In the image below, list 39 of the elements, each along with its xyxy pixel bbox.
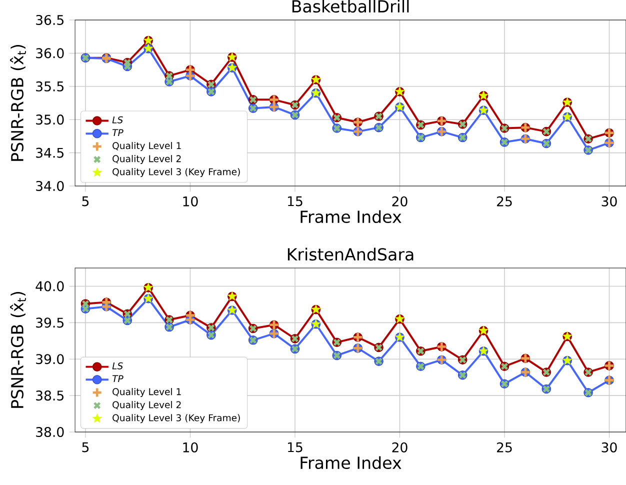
y-tick-label: 36.0 <box>36 48 64 58</box>
legend-label: LS <box>112 362 123 370</box>
y-tick-label: 35.5 <box>36 81 64 92</box>
x-tick-label: 10 <box>183 442 198 452</box>
x-tick-label: 5 <box>82 442 89 452</box>
y-tick-label: 39.5 <box>36 318 64 328</box>
legend-label: Quality Level 1 <box>112 388 181 397</box>
x-tick-label: 30 <box>602 196 617 206</box>
legend-label: LS <box>112 116 123 124</box>
y-tick-label: 38.0 <box>36 426 64 438</box>
x-tick-label: 25 <box>497 196 512 206</box>
y-tick-label: 34.5 <box>36 148 64 158</box>
y-axis-title: PSNR-RGB (x̂$_{t}$) <box>10 292 26 408</box>
chart-title: BasketballDrill <box>292 0 409 13</box>
legend-label: TP <box>112 375 124 382</box>
x-tick-label: 20 <box>392 196 408 206</box>
legend-label: Quality Level 2 <box>112 401 181 410</box>
x-tick-label: 30 <box>602 442 617 452</box>
x-axis-title: Frame Index <box>300 210 402 224</box>
y-tick-label: 35.0 <box>36 114 64 125</box>
y-tick-label: 34.0 <box>36 180 64 192</box>
x-tick-label: 20 <box>392 442 408 452</box>
y-axis-title: PSNR-RGB (x̂$_{t}$) <box>10 44 26 161</box>
x-tick-label: 15 <box>288 196 302 206</box>
x-axis-title: Frame Index <box>300 456 402 470</box>
y-tick-label: 39.0 <box>36 354 64 364</box>
chart-title: KristenAndSara <box>288 248 414 261</box>
x-tick-label: 25 <box>497 442 512 452</box>
y-tick-label: 40.0 <box>36 281 64 292</box>
legend-label: TP <box>112 129 124 136</box>
y-tick-label: 38.5 <box>36 390 64 401</box>
legend-label: Quality Level 3 (Key Frame) <box>112 168 240 178</box>
x-tick-label: 10 <box>183 196 198 206</box>
x-tick-label: 5 <box>82 196 89 206</box>
legend-label: Quality Level 3 (Key Frame) <box>112 414 240 424</box>
legend-label: Quality Level 1 <box>112 142 181 151</box>
legend-label: Quality Level 2 <box>112 155 181 164</box>
y-tick-label: 36.5 <box>36 14 64 26</box>
x-tick-label: 15 <box>288 442 302 452</box>
